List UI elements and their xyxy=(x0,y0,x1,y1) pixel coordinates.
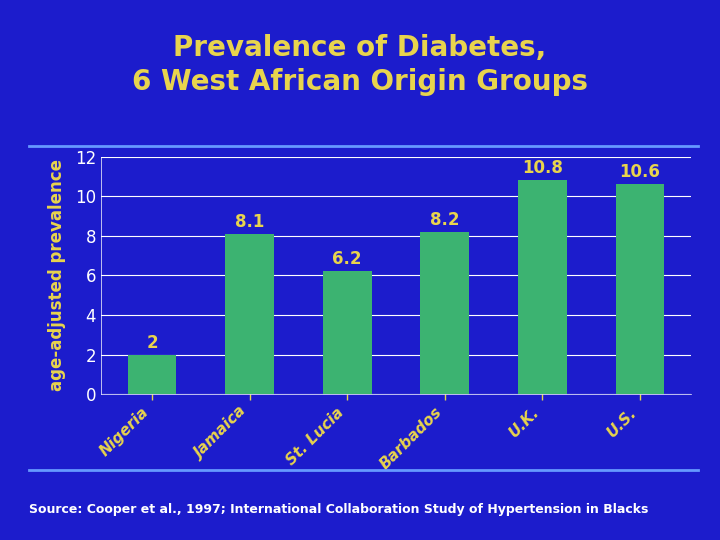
Text: 6.2: 6.2 xyxy=(333,251,362,268)
Text: Prevalence of Diabetes,
6 West African Origin Groups: Prevalence of Diabetes, 6 West African O… xyxy=(132,33,588,96)
Y-axis label: age-adjusted prevalence: age-adjusted prevalence xyxy=(48,159,66,392)
Bar xyxy=(225,234,274,394)
Text: 8.2: 8.2 xyxy=(430,211,459,229)
Bar xyxy=(127,355,176,394)
Bar xyxy=(420,232,469,394)
Text: 2: 2 xyxy=(146,334,158,352)
Text: 10.8: 10.8 xyxy=(522,159,563,177)
Bar xyxy=(518,180,567,394)
Bar xyxy=(616,184,665,394)
Bar xyxy=(323,272,372,394)
Text: 8.1: 8.1 xyxy=(235,213,264,231)
Text: Source: Cooper et al., 1997; International Collaboration Study of Hypertension i: Source: Cooper et al., 1997; Internation… xyxy=(29,503,648,516)
Text: 10.6: 10.6 xyxy=(619,163,660,181)
